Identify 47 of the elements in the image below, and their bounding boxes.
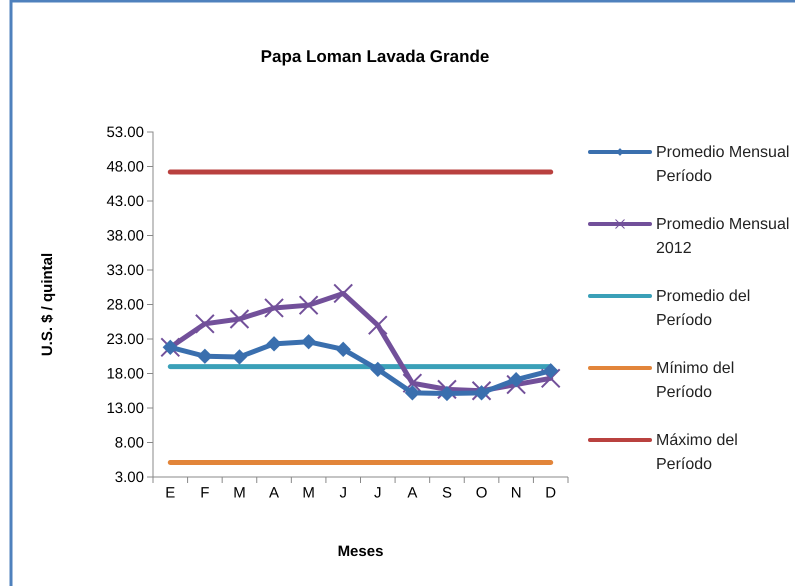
y-tick-label: 43.00 <box>106 192 144 210</box>
legend-label: Máximo del Período <box>656 432 738 473</box>
y-tick-label: 23.00 <box>106 330 144 348</box>
legend-label: Mínimo del Período <box>656 360 734 401</box>
y-axis-title: U.S. $ / quintal <box>39 252 56 356</box>
y-tick-label: 48.00 <box>106 158 144 176</box>
y-tick-label: 38.00 <box>106 227 144 244</box>
y-tick-label: 3.00 <box>114 468 144 486</box>
point <box>333 283 354 304</box>
point <box>508 372 524 388</box>
chart-title: Papa Loman Lavada Grande <box>260 47 490 66</box>
point <box>229 308 250 329</box>
point <box>298 295 319 316</box>
point <box>540 368 561 388</box>
x-tick-label: N <box>510 484 522 502</box>
point <box>506 374 526 395</box>
x-tick-label: O <box>476 484 488 502</box>
x-tick-label: M <box>302 484 315 502</box>
point <box>370 362 386 378</box>
y-tick-label: 13.00 <box>106 400 144 417</box>
point <box>336 342 351 358</box>
x-tick-label: F <box>200 484 210 502</box>
point <box>300 334 316 350</box>
y-tick-label: 53.00 <box>106 124 144 141</box>
legend-label: Promedio del Período <box>656 288 750 329</box>
y-tick-label: 33.00 <box>106 262 144 279</box>
x-tick-label: J <box>374 484 382 502</box>
y-tick-label: 8.00 <box>114 434 144 452</box>
y-tick-label: 18.00 <box>106 365 144 382</box>
x-tick-label: E <box>165 484 176 502</box>
point <box>194 314 215 334</box>
x-tick-label: D <box>545 484 556 502</box>
legend-label: Promedio Mensual 2012 <box>656 216 790 257</box>
x-tick-label: M <box>233 484 246 502</box>
x-tick-label: A <box>269 484 280 502</box>
x-tick-label: A <box>407 484 418 502</box>
y-tick-label: 28.00 <box>106 296 144 314</box>
legend-label: Promedio Mensual Período <box>656 144 790 185</box>
x-tick-label: S <box>442 484 452 502</box>
point <box>402 373 422 394</box>
x-axis-title: Meses <box>338 543 384 560</box>
point <box>472 380 492 401</box>
point <box>436 379 457 400</box>
x-tick-label: J <box>339 484 347 502</box>
point <box>543 363 558 378</box>
point <box>264 298 284 318</box>
point <box>368 315 388 336</box>
